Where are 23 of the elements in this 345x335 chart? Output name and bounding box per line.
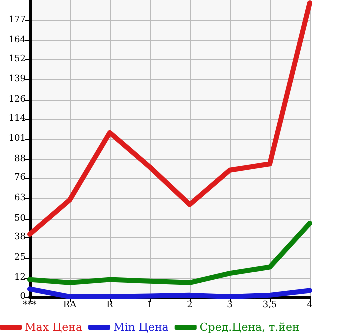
y-tick-label: 114 [8,114,26,124]
y-tick-label: 12 [14,273,26,284]
y-tick-label: 164 [8,36,26,46]
y-tick-label: 101 [8,134,26,144]
x-tick-label: 3 [227,300,234,310]
legend-label: Сред.Цена, т.йен [200,321,300,334]
y-tick-label: 76 [14,173,26,184]
y-tick-label: 88 [14,154,26,164]
x-tick-label: R [106,300,114,310]
y-tick-label: 25 [14,252,26,263]
y-tick-label: 126 [8,95,26,106]
x-tick-label: 3,5 [262,300,278,310]
legend-label: Max Цена [25,321,83,334]
y-tick-label: 38 [14,232,26,243]
y-tick-label: 50 [14,214,26,224]
y-tick-label: 63 [14,194,26,204]
y-tick-label: 139 [8,74,26,85]
x-tick-label: RA [63,300,78,310]
x-tick-label: *** [23,300,38,310]
y-tick-label: 0 [20,292,26,302]
legend-label: Min Цена [114,321,170,334]
y-tick-label: 152 [8,54,26,64]
y-tick-label: 177 [8,15,26,26]
